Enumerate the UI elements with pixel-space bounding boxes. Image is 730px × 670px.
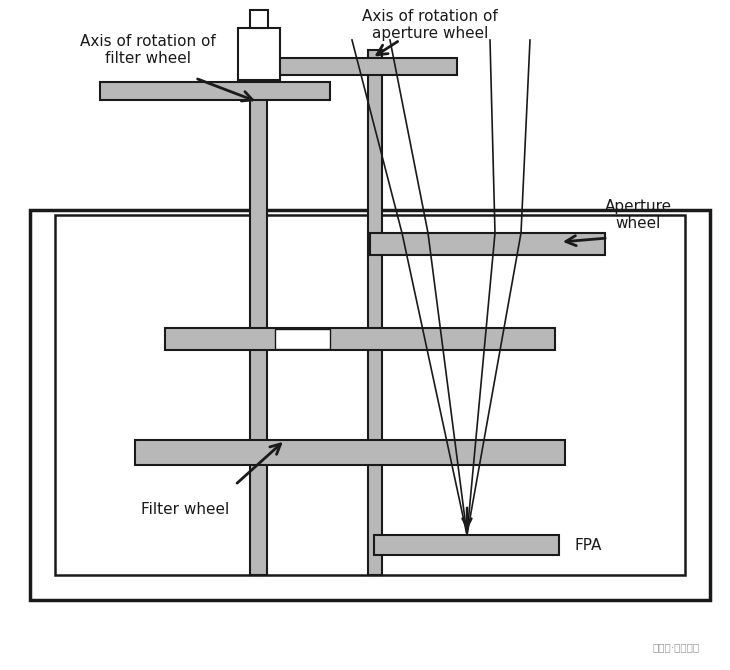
Text: 公众号·红外芯闻: 公众号·红外芯闻: [653, 642, 700, 652]
Bar: [30, 210, 710, 600]
Bar: [100, 82, 330, 100]
Bar: [371, 233, 605, 255]
Bar: [165, 328, 555, 350]
Bar: [238, 28, 280, 80]
Bar: [275, 329, 330, 349]
Bar: [135, 440, 565, 465]
Text: Axis of rotation of
filter wheel: Axis of rotation of filter wheel: [80, 34, 216, 66]
Text: Aperture
wheel: Aperture wheel: [604, 199, 672, 231]
Bar: [250, 80, 267, 575]
Text: FPA: FPA: [575, 537, 602, 553]
Text: Axis of rotation of
aperture wheel: Axis of rotation of aperture wheel: [362, 9, 498, 41]
Bar: [263, 58, 458, 75]
Text: Filter wheel: Filter wheel: [141, 502, 229, 517]
Bar: [250, 10, 268, 28]
Bar: [55, 215, 685, 575]
Bar: [368, 50, 382, 575]
Bar: [374, 535, 559, 555]
